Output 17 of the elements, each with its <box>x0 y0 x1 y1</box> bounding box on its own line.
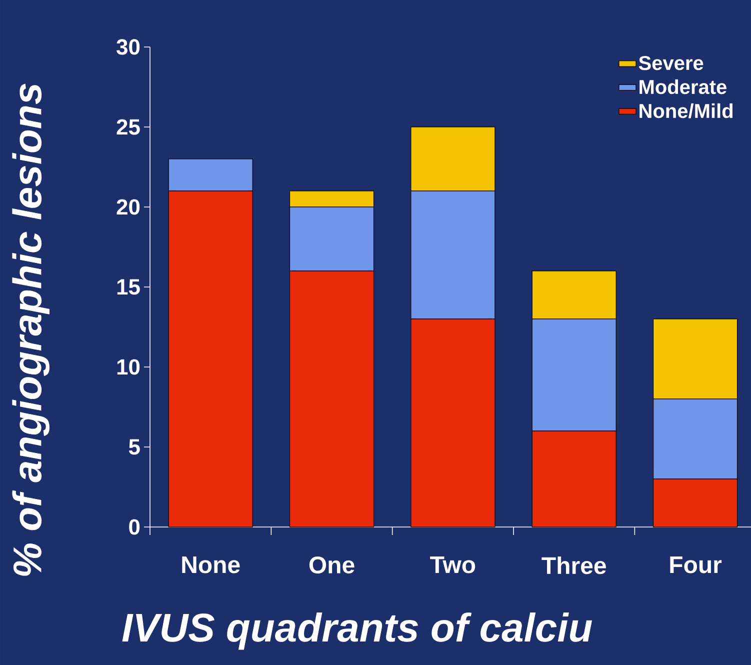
x-tick-label: Four <box>670 556 722 574</box>
x-tick-label: None <box>182 556 240 574</box>
y-tick-label: 5 <box>128 439 140 455</box>
y-axis-title: % of angiographic lesions <box>12 84 50 576</box>
x-tick-label: Three <box>542 556 606 574</box>
y-tick-label: 30 <box>116 39 140 55</box>
y-tick-label: 0 <box>129 519 140 535</box>
legend-label: Moderate <box>640 79 726 94</box>
x-axis-title: IVUS quadrants of calciu <box>122 612 592 650</box>
y-tick-label: 20 <box>116 199 140 215</box>
x-tick-label: One <box>309 556 354 574</box>
y-tick-label: 10 <box>117 359 140 375</box>
y-tick-label: 25 <box>116 119 140 135</box>
legend-label: Severe <box>638 56 704 70</box>
x-tick-label: Two <box>430 556 476 574</box>
legend-label: None/Mild <box>640 103 732 118</box>
y-tick-label: 15 <box>117 279 140 295</box>
